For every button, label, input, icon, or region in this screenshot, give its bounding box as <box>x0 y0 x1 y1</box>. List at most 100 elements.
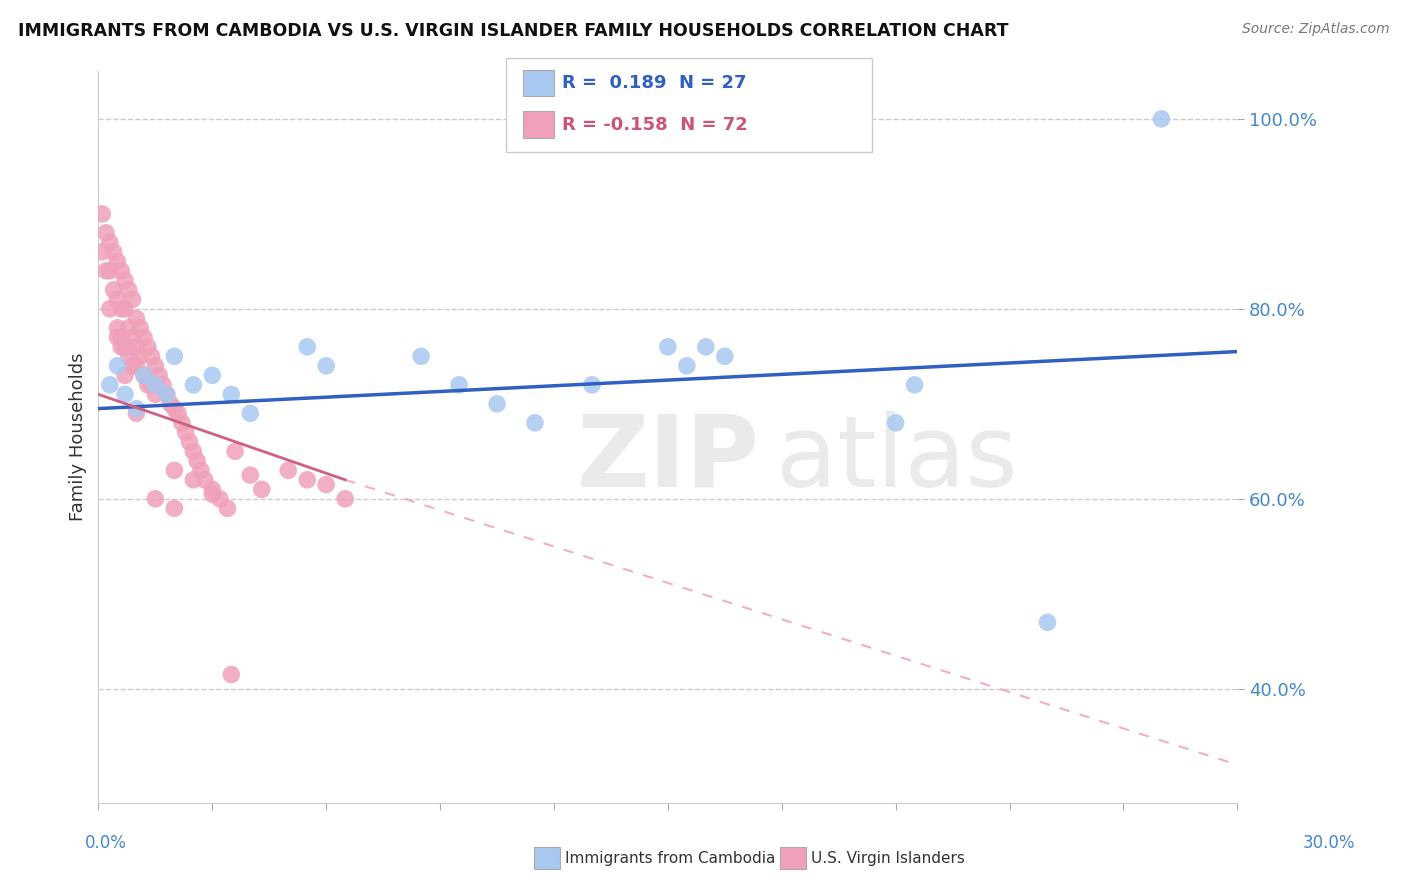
Point <box>110 340 132 354</box>
Point <box>118 340 141 354</box>
Point <box>163 349 186 363</box>
Point <box>103 283 125 297</box>
Point <box>221 667 243 681</box>
Point <box>250 483 273 497</box>
Point <box>114 340 136 354</box>
Point <box>107 330 129 344</box>
Point <box>136 377 159 392</box>
Point <box>167 406 190 420</box>
Point <box>94 226 117 240</box>
Point <box>125 401 148 416</box>
Point <box>657 340 679 354</box>
Point <box>125 340 148 354</box>
Point <box>186 454 208 468</box>
Point <box>315 477 337 491</box>
Point <box>145 359 167 373</box>
Point <box>114 273 136 287</box>
Point <box>114 301 136 316</box>
Point <box>581 377 603 392</box>
Point <box>118 283 141 297</box>
Point <box>335 491 357 506</box>
Point <box>145 387 167 401</box>
Point <box>136 340 159 354</box>
Point <box>201 368 224 383</box>
Point <box>98 235 121 250</box>
Text: 30.0%: 30.0% <box>1302 834 1355 852</box>
Point <box>297 340 319 354</box>
Point <box>125 406 148 420</box>
Point <box>277 463 299 477</box>
Point <box>201 487 224 501</box>
Point <box>110 264 132 278</box>
Point <box>449 377 471 392</box>
Point <box>98 301 121 316</box>
Point <box>121 330 143 344</box>
Point <box>163 401 186 416</box>
Point <box>98 264 121 278</box>
Point <box>91 244 114 259</box>
Point <box>110 301 132 316</box>
Point <box>695 340 717 354</box>
Point <box>411 349 433 363</box>
Point <box>145 377 167 392</box>
Point <box>194 473 217 487</box>
Point <box>170 416 193 430</box>
Point <box>129 349 152 363</box>
Point <box>1150 112 1173 126</box>
Point <box>183 377 205 392</box>
Point <box>183 444 205 458</box>
Point <box>190 463 212 477</box>
Point <box>217 501 239 516</box>
Point <box>132 368 155 383</box>
Point <box>174 425 197 440</box>
Point <box>156 387 179 401</box>
Point <box>129 321 152 335</box>
Point <box>239 406 262 420</box>
Point <box>94 264 117 278</box>
Point <box>163 463 186 477</box>
Point <box>486 397 509 411</box>
Point <box>107 321 129 335</box>
Point <box>884 416 907 430</box>
Text: Source: ZipAtlas.com: Source: ZipAtlas.com <box>1241 22 1389 37</box>
Point <box>714 349 737 363</box>
Point <box>107 359 129 373</box>
Text: R =  0.189  N = 27: R = 0.189 N = 27 <box>562 74 747 92</box>
Point <box>125 359 148 373</box>
Point <box>118 349 141 363</box>
Point <box>145 491 167 506</box>
Point <box>132 368 155 383</box>
Text: 0.0%: 0.0% <box>84 834 127 852</box>
Point <box>141 349 163 363</box>
Point <box>163 501 186 516</box>
Point <box>183 473 205 487</box>
Point <box>676 359 699 373</box>
Point <box>98 377 121 392</box>
Point <box>524 416 547 430</box>
Point <box>904 377 927 392</box>
Point <box>125 311 148 326</box>
Text: U.S. Virgin Islanders: U.S. Virgin Islanders <box>811 851 965 865</box>
Text: ZIP: ZIP <box>576 410 759 508</box>
Point <box>118 321 141 335</box>
Point <box>107 293 129 307</box>
Text: R = -0.158  N = 72: R = -0.158 N = 72 <box>562 116 748 134</box>
Point <box>221 387 243 401</box>
Point <box>141 377 163 392</box>
Text: atlas: atlas <box>776 410 1018 508</box>
Point <box>110 330 132 344</box>
Point <box>1036 615 1059 630</box>
Point <box>297 473 319 487</box>
Text: Immigrants from Cambodia: Immigrants from Cambodia <box>565 851 776 865</box>
Point <box>224 444 246 458</box>
Point <box>315 359 337 373</box>
Point <box>91 207 114 221</box>
Point <box>114 387 136 401</box>
Point <box>201 483 224 497</box>
Point <box>179 434 201 449</box>
Point <box>114 340 136 354</box>
Point <box>132 330 155 344</box>
Point <box>159 397 181 411</box>
Point <box>114 368 136 383</box>
Text: IMMIGRANTS FROM CAMBODIA VS U.S. VIRGIN ISLANDER FAMILY HOUSEHOLDS CORRELATION C: IMMIGRANTS FROM CAMBODIA VS U.S. VIRGIN … <box>18 22 1008 40</box>
